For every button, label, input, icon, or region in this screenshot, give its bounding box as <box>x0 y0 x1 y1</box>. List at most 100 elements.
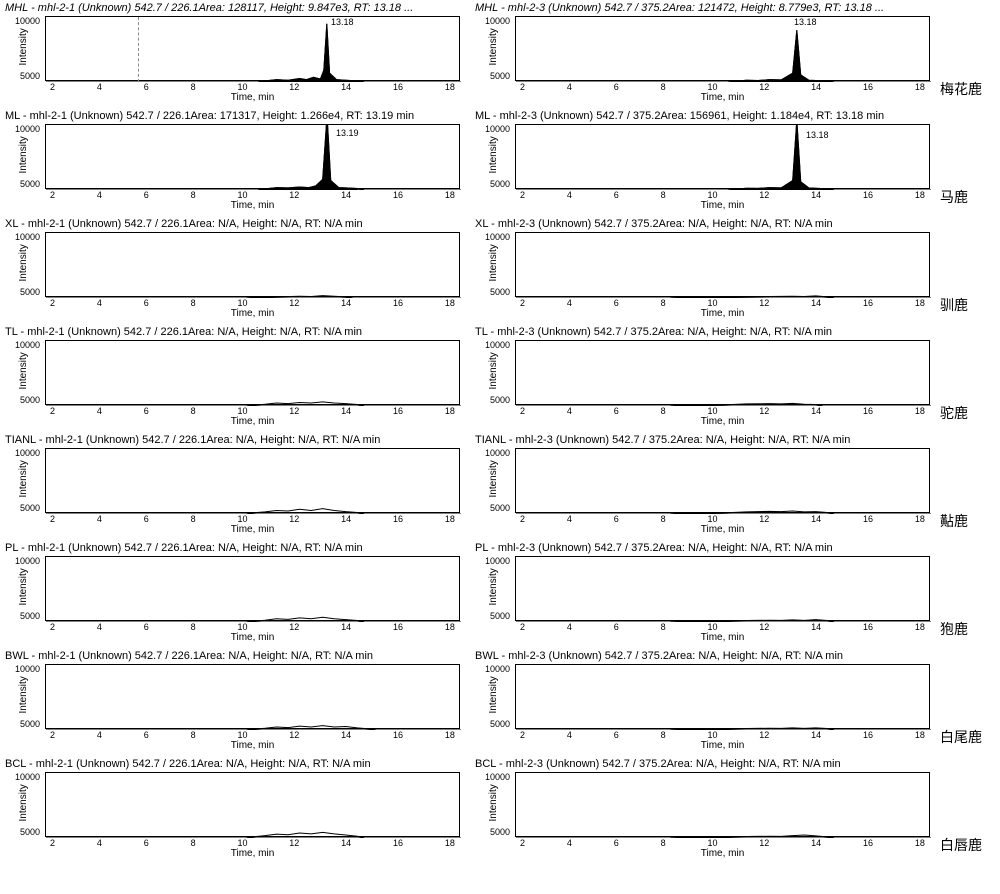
x-tick-label: 18 <box>445 406 455 416</box>
chart-panel: MHL - mhl-2-1 (Unknown) 542.7 / 226.1Are… <box>0 0 470 108</box>
x-axis-label: Time, min <box>515 848 930 859</box>
x-tick-label: 2 <box>50 190 55 200</box>
x-tick-label: 2 <box>50 298 55 308</box>
x-axis-label: Time, min <box>45 740 460 751</box>
x-axis-label: Time, min <box>515 92 930 103</box>
plot-area <box>45 772 460 837</box>
x-tick-label: 2 <box>520 514 525 524</box>
chart-box: Intensity 100005000 24681012141618 Time,… <box>45 664 465 752</box>
x-tick-label: 14 <box>811 82 821 92</box>
species-label: 马鹿 <box>940 138 1000 246</box>
noise-trace <box>728 30 834 82</box>
x-ticks: 24681012141618 <box>45 82 460 92</box>
plot-area <box>515 772 930 837</box>
x-tick-label: 12 <box>289 838 299 848</box>
chart-box: Intensity 100005000 24681012141618 Time,… <box>45 772 465 860</box>
chromatogram-plot <box>516 125 931 190</box>
x-tick-label: 14 <box>811 838 821 848</box>
y-tick-label: 5000 <box>10 179 40 189</box>
y-tick-label: 10000 <box>480 232 510 242</box>
chart-title: BWL - mhl-2-3 (Unknown) 542.7 / 375.2Are… <box>470 648 940 664</box>
y-tick-label: 5000 <box>10 719 40 729</box>
x-axis-label: Time, min <box>45 200 460 211</box>
peak-rt-label: 13.18 <box>806 130 829 140</box>
y-ticks: 100005000 <box>10 340 40 405</box>
x-tick-label: 10 <box>237 514 247 524</box>
x-axis-label: Time, min <box>45 416 460 427</box>
plot-area: 13.19 <box>45 124 460 189</box>
plot-area: 13.18 <box>45 16 460 81</box>
chart-title: MHL - mhl-2-3 (Unknown) 542.7 / 375.2Are… <box>470 0 940 16</box>
y-tick-label: 5000 <box>480 179 510 189</box>
y-tick-label: 5000 <box>480 287 510 297</box>
chart-row: BWL - mhl-2-1 (Unknown) 542.7 / 226.1Are… <box>0 648 940 756</box>
chart-box: Intensity 100005000 24681012141618 Time,… <box>45 232 465 320</box>
x-ticks: 24681012141618 <box>515 730 930 740</box>
chromatogram-plot <box>46 449 461 514</box>
y-tick-label: 5000 <box>10 611 40 621</box>
chart-title: ML - mhl-2-1 (Unknown) 542.7 / 226.1Area… <box>0 108 470 124</box>
x-axis-label: Time, min <box>515 308 930 319</box>
x-tick-label: 12 <box>289 190 299 200</box>
x-tick-label: 16 <box>863 514 873 524</box>
x-tick-label: 16 <box>393 190 403 200</box>
x-tick-label: 16 <box>863 298 873 308</box>
x-tick-label: 12 <box>759 406 769 416</box>
chart-box: Intensity 100005000 24681012141618 Time,… <box>515 556 935 644</box>
x-tick-label: 12 <box>759 82 769 92</box>
species-label: 驼鹿 <box>940 354 1000 462</box>
plot-area <box>515 232 930 297</box>
y-tick-label: 10000 <box>10 772 40 782</box>
x-tick-label: 10 <box>237 82 247 92</box>
x-tick-label: 18 <box>915 298 925 308</box>
x-axis-label: Time, min <box>515 632 930 643</box>
x-tick-label: 10 <box>707 730 717 740</box>
y-ticks: 10000 5000 <box>10 772 40 837</box>
chart-title: ML - mhl-2-3 (Unknown) 542.7 / 375.2Area… <box>470 108 940 124</box>
charts-area: MHL - mhl-2-1 (Unknown) 542.7 / 226.1Are… <box>0 0 940 894</box>
x-tick-label: 16 <box>863 622 873 632</box>
x-ticks: 24681012141618 <box>45 406 460 416</box>
plot-area <box>45 340 460 405</box>
chart-panel: MHL - mhl-2-3 (Unknown) 542.7 / 375.2Are… <box>470 0 940 108</box>
plot-area <box>515 340 930 405</box>
x-tick-label: 2 <box>50 514 55 524</box>
chart-box: Intensity 100005000 24681012141618 Time,… <box>515 448 935 536</box>
x-tick-label: 10 <box>237 190 247 200</box>
y-tick-label: 5000 <box>480 719 510 729</box>
y-tick-label: 5000 <box>10 827 40 837</box>
chart-title: TL - mhl-2-1 (Unknown) 542.7 / 226.1Area… <box>0 324 470 340</box>
chart-title: XL - mhl-2-3 (Unknown) 542.7 / 375.2Area… <box>470 216 940 232</box>
x-tick-label: 14 <box>341 82 351 92</box>
y-tick-label: 10000 <box>480 16 510 26</box>
chart-panel: BWL - mhl-2-1 (Unknown) 542.7 / 226.1Are… <box>0 648 470 756</box>
x-tick-label: 14 <box>811 514 821 524</box>
y-ticks: 10000 5000 <box>10 124 40 189</box>
plot-area <box>45 664 460 729</box>
x-tick-label: 4 <box>97 406 102 416</box>
x-axis-label: Time, min <box>45 848 460 859</box>
species-label: 黇鹿 <box>940 462 1000 570</box>
y-ticks: 100005000 <box>10 448 40 513</box>
y-ticks: 100005000 <box>480 16 510 81</box>
y-tick-label: 10000 <box>10 124 40 134</box>
x-tick-label: 14 <box>811 730 821 740</box>
chart-box: Intensity 100005000 24681012141618 Time,… <box>45 448 465 536</box>
x-tick-label: 6 <box>614 730 619 740</box>
chromatogram-plot <box>46 773 461 838</box>
chart-row: TL - mhl-2-1 (Unknown) 542.7 / 226.1Area… <box>0 324 940 432</box>
x-tick-label: 6 <box>144 622 149 632</box>
chart-box: Intensity 100005000 24681012141618 Time,… <box>515 232 935 320</box>
chart-row: ML - mhl-2-1 (Unknown) 542.7 / 226.1Area… <box>0 108 940 216</box>
chart-panel: PL - mhl-2-3 (Unknown) 542.7 / 375.2Area… <box>470 540 940 648</box>
x-tick-label: 4 <box>567 298 572 308</box>
x-tick-label: 6 <box>614 406 619 416</box>
x-tick-label: 6 <box>144 406 149 416</box>
x-tick-label: 10 <box>237 622 247 632</box>
chart-title: XL - mhl-2-1 (Unknown) 542.7 / 226.1Area… <box>0 216 470 232</box>
chart-box: Intensity 100005000 24681012141618 Time,… <box>45 556 465 644</box>
chart-panel: TL - mhl-2-1 (Unknown) 542.7 / 226.1Area… <box>0 324 470 432</box>
x-tick-label: 8 <box>191 514 196 524</box>
y-tick-label: 10000 <box>480 340 510 350</box>
x-tick-label: 14 <box>341 838 351 848</box>
